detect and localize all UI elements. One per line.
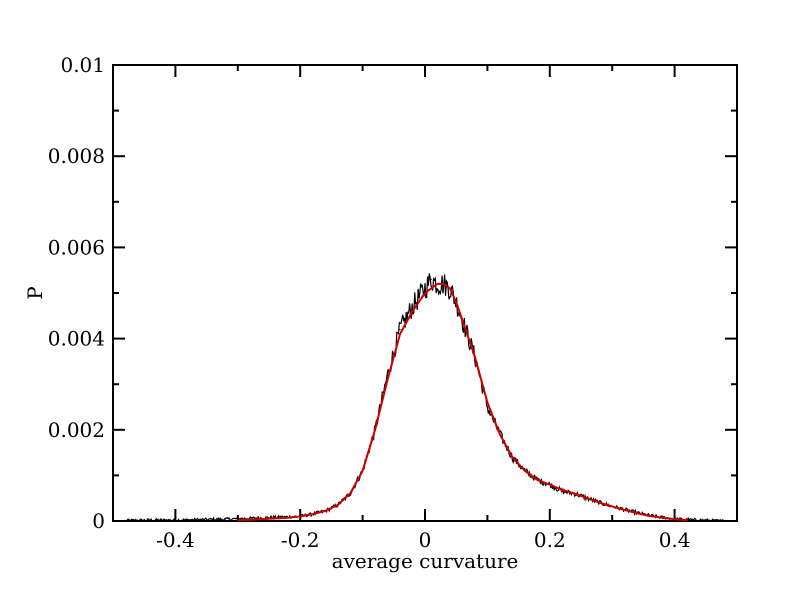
- fit-point: [411, 310, 414, 312]
- fit-point: [461, 319, 464, 321]
- fit-point: [362, 470, 364, 472]
- histogram-point: [424, 287, 426, 290]
- fit-point: [374, 429, 376, 431]
- fit-point: [624, 509, 626, 511]
- x-tick-label: 0: [419, 528, 432, 552]
- histogram-point: [411, 306, 414, 308]
- y-tick-label: 0.008: [48, 144, 105, 168]
- fit-point: [349, 493, 351, 495]
- histogram-series-line: [125, 273, 725, 523]
- fit-point: [499, 433, 501, 435]
- fit-point: [424, 292, 426, 294]
- y-tick-label: 0.01: [60, 53, 105, 77]
- fit-point: [455, 301, 457, 303]
- fit-point: [574, 493, 576, 495]
- y-tick-labels: 0 0.002 0.004 0.006 0.008 0.01: [48, 53, 105, 533]
- histogram-point: [723, 520, 726, 522]
- y-tick-label: 0.006: [48, 235, 105, 259]
- fit-point: [443, 283, 445, 285]
- histogram-point: [149, 519, 152, 521]
- histogram-point: [224, 518, 226, 520]
- fit-point: [262, 518, 264, 520]
- fit-point: [337, 504, 339, 506]
- histogram-point: [199, 519, 201, 521]
- y-tick-label: 0: [92, 509, 105, 533]
- fit-point: [299, 515, 301, 518]
- fit-point: [436, 283, 439, 285]
- fit-point: [399, 333, 401, 335]
- fit-point: [549, 483, 551, 486]
- fit-point: [237, 519, 239, 521]
- fit-point: [474, 356, 476, 358]
- histogram-point: [174, 519, 176, 521]
- y-axis-label: P: [23, 286, 47, 299]
- histogram-point: [399, 328, 401, 331]
- fit-point: [611, 505, 613, 508]
- y-tick-label: 0.002: [48, 418, 105, 442]
- histogram-point: [430, 278, 432, 280]
- fit-point: [312, 513, 314, 515]
- fit-point: [536, 479, 538, 481]
- fit-point: [386, 379, 389, 381]
- x-tick-label: -0.2: [281, 528, 320, 552]
- fit-point: [524, 470, 526, 472]
- series-layer: [124, 273, 726, 523]
- x-tick-label: -0.4: [156, 528, 195, 552]
- fit-point: [599, 502, 601, 504]
- histogram-point: [711, 519, 713, 522]
- fit-point: [430, 287, 432, 290]
- histogram-point: [249, 517, 251, 519]
- histogram-point: [486, 406, 488, 408]
- fit-point: [449, 287, 451, 290]
- fit-point: [561, 489, 563, 491]
- fit-point: [287, 517, 289, 519]
- x-tick-label: 0.4: [659, 528, 691, 552]
- fit-point: [324, 510, 326, 512]
- x-tick-label: 0.2: [534, 528, 566, 552]
- fit-point: [586, 497, 588, 499]
- fit-point: [511, 456, 513, 458]
- y-tick-label: 0.004: [48, 327, 105, 351]
- fit-point: [674, 518, 676, 520]
- histogram-point: [698, 519, 701, 521]
- x-tick-labels: -0.4 -0.2 0 0.2 0.4: [156, 528, 690, 552]
- fit-point: [661, 517, 663, 519]
- fit-series-line: [237, 282, 688, 522]
- fit-point: [686, 519, 688, 521]
- fit-point: [486, 401, 488, 404]
- fit-point: [636, 512, 638, 514]
- x-axis-label: average curvature: [332, 549, 519, 573]
- histogram-point: [124, 519, 127, 522]
- fit-point: [649, 515, 651, 517]
